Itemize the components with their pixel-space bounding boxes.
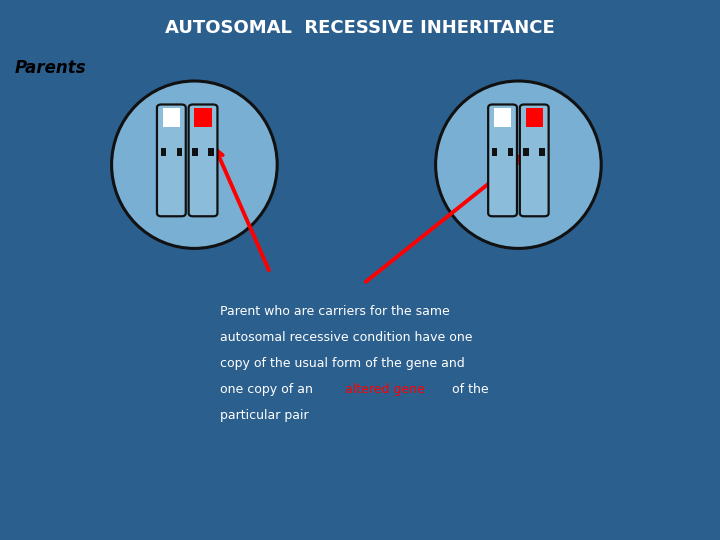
FancyBboxPatch shape bbox=[488, 105, 517, 217]
FancyBboxPatch shape bbox=[520, 105, 549, 217]
FancyBboxPatch shape bbox=[208, 148, 214, 156]
Bar bbox=[163, 108, 180, 127]
Ellipse shape bbox=[436, 81, 601, 248]
FancyBboxPatch shape bbox=[539, 148, 545, 156]
FancyBboxPatch shape bbox=[161, 148, 166, 156]
FancyBboxPatch shape bbox=[508, 148, 513, 156]
FancyBboxPatch shape bbox=[492, 148, 498, 156]
Text: of the: of the bbox=[448, 383, 488, 396]
Bar bbox=[526, 108, 543, 127]
FancyBboxPatch shape bbox=[189, 105, 217, 217]
FancyBboxPatch shape bbox=[157, 105, 186, 217]
Ellipse shape bbox=[112, 81, 277, 248]
Text: AUTOSOMAL  RECESSIVE INHERITANCE: AUTOSOMAL RECESSIVE INHERITANCE bbox=[165, 19, 555, 37]
Text: Parents: Parents bbox=[14, 59, 86, 77]
Text: altered gene: altered gene bbox=[345, 383, 425, 396]
Bar bbox=[194, 108, 212, 127]
Bar bbox=[494, 108, 511, 127]
Text: one copy of an: one copy of an bbox=[220, 383, 317, 396]
Text: Parent who are carriers for the same: Parent who are carriers for the same bbox=[220, 305, 449, 318]
Text: particular pair: particular pair bbox=[220, 409, 308, 422]
Text: autosomal recessive condition have one: autosomal recessive condition have one bbox=[220, 331, 472, 344]
FancyBboxPatch shape bbox=[523, 148, 529, 156]
FancyBboxPatch shape bbox=[192, 148, 198, 156]
FancyBboxPatch shape bbox=[176, 148, 182, 156]
Text: copy of the usual form of the gene and: copy of the usual form of the gene and bbox=[220, 357, 464, 370]
